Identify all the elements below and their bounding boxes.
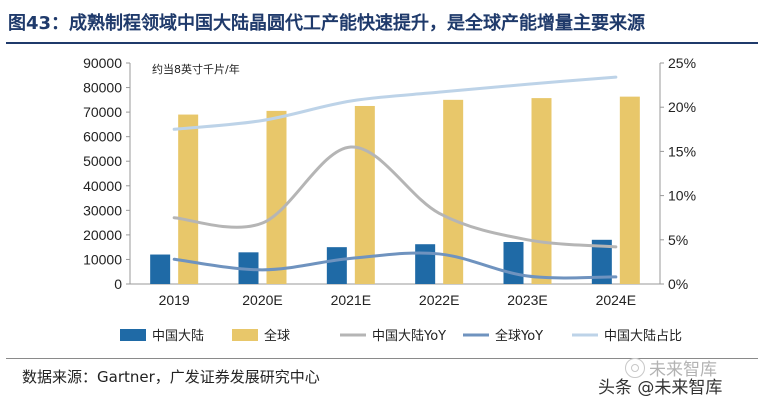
x-tick-label: 2021E (331, 292, 371, 308)
legend-label: 全球 (264, 328, 290, 344)
left-tick-label: 20000 (83, 227, 122, 243)
line-china-yoy (172, 145, 618, 249)
watermark-bottom: 头条 @未来智库 (598, 378, 723, 398)
legend-swatch (232, 329, 258, 341)
header-rule (6, 42, 758, 44)
bar-global (443, 99, 464, 284)
legend-swatch (120, 329, 146, 341)
right-tick-label: 20% (668, 99, 696, 115)
watermark-top: 未来智库 (625, 355, 717, 380)
legend-label: 中国大陆 (152, 328, 204, 344)
bar-global (266, 110, 287, 284)
right-tick-label: 25% (668, 55, 696, 71)
x-tick-label: 2019 (159, 292, 190, 308)
bar-china (591, 239, 612, 284)
legend-label: 全球YoY (495, 328, 543, 344)
left-tick-label: 60000 (83, 129, 122, 145)
bar-china (415, 244, 436, 284)
bar-china (326, 247, 347, 284)
source-note: 数据来源：Gartner，广发证券发展研究中心 (22, 368, 320, 386)
left-tick-label: 40000 (83, 178, 122, 194)
x-tick-label: 2022E (419, 292, 459, 308)
legend-label: 中国大陆YoY (372, 328, 446, 344)
right-tick-label: 15% (668, 143, 696, 159)
figure-header: 图43：成熟制程领域中国大陆晶圆代工产能快速提升，是全球产能增量主要来源 (0, 0, 763, 42)
watermark-top-text: 未来智库 (649, 360, 717, 380)
unit-note: 约当8英寸千片/年 (152, 62, 240, 76)
line-global-yoy (172, 251, 618, 280)
bar-global (531, 98, 552, 284)
x-tick-label: 2020E (242, 292, 282, 308)
footer-rule (6, 358, 758, 359)
bar-china (503, 242, 524, 284)
right-tick-label: 10% (668, 188, 696, 204)
left-tick-label: 0 (114, 276, 122, 292)
left-tick-label: 80000 (83, 80, 122, 96)
left-tick-label: 10000 (83, 251, 122, 267)
watermark-logo-icon (625, 357, 645, 378)
bar-global (619, 96, 640, 284)
bar-china (150, 254, 171, 284)
x-tick-label: 2023E (507, 292, 547, 308)
bar-global (178, 114, 199, 284)
right-tick-label: 5% (668, 232, 688, 248)
line-china-share (172, 75, 618, 131)
left-tick-label: 50000 (83, 153, 122, 169)
x-tick-label: 2024E (596, 292, 636, 308)
bar-global (354, 105, 375, 284)
legend-label: 中国大陆占比 (604, 328, 682, 344)
left-tick-label: 30000 (83, 202, 122, 218)
left-tick-label: 90000 (83, 55, 122, 71)
figure-title: 图43：成熟制程领域中国大陆晶圆代工产能快速提升，是全球产能增量主要来源 (8, 13, 646, 34)
right-tick-label: 0% (668, 276, 688, 292)
left-tick-label: 70000 (83, 104, 122, 120)
